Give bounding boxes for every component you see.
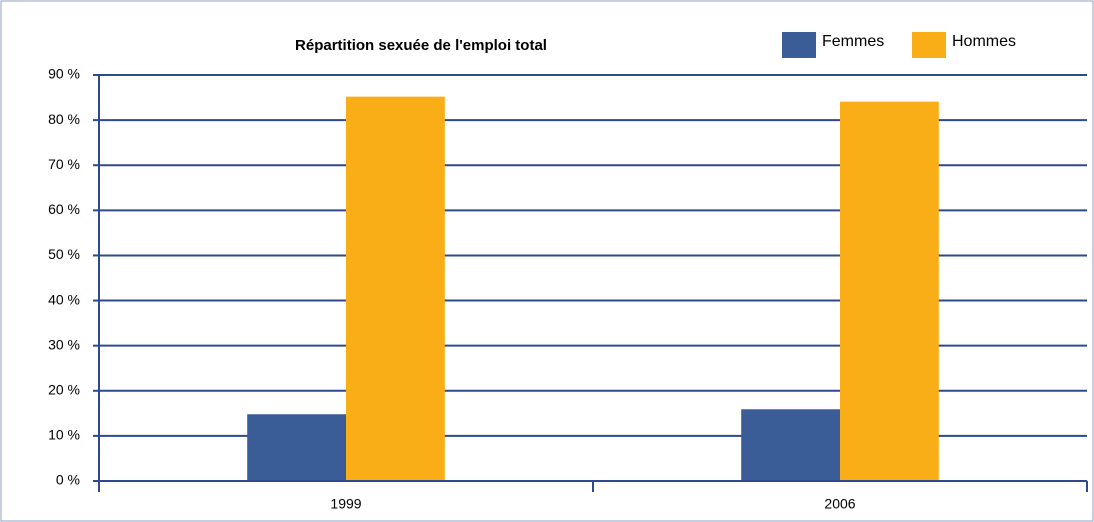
x-tick-label: 1999 — [330, 496, 361, 512]
y-tick-label: 20 % — [48, 381, 80, 397]
bar — [840, 101, 939, 482]
y-tick-label: 70 % — [48, 156, 80, 172]
y-tick-label: 0 % — [56, 472, 80, 488]
x-tick-label: 2006 — [824, 496, 855, 512]
y-tick-label: 60 % — [48, 201, 80, 217]
y-tick-label: 30 % — [48, 336, 80, 352]
bar — [346, 96, 445, 482]
bar — [741, 409, 840, 481]
legend-swatch — [912, 32, 946, 58]
legend-label: Femmes — [822, 33, 884, 50]
y-tick-label: 90 % — [48, 66, 80, 82]
y-tick-label: 50 % — [48, 246, 80, 262]
chart-title: Répartition sexuée de l'emploi total — [295, 37, 547, 54]
legend-label: Hommes — [952, 33, 1016, 50]
y-tick-label: 40 % — [48, 291, 80, 307]
y-tick-label: 80 % — [48, 111, 80, 127]
bar — [247, 414, 346, 481]
y-tick-label: 10 % — [48, 427, 80, 443]
legend-swatch — [782, 32, 816, 58]
